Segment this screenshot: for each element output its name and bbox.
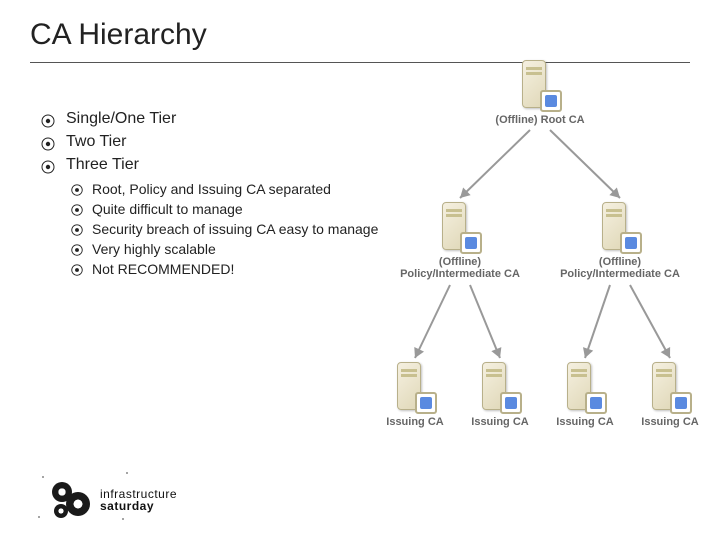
bullet-icon xyxy=(70,203,84,217)
list-item-label: Security breach of issuing CA easy to ma… xyxy=(92,221,378,237)
list-item-label: Very highly scalable xyxy=(92,241,216,257)
list-item-label: Quite difficult to manage xyxy=(92,201,243,217)
bullet-icon xyxy=(40,113,56,129)
bullet-icon xyxy=(70,243,84,257)
logo-line2: saturday xyxy=(100,500,177,512)
diagram-node-pol2: (Offline)Policy/Intermediate CA xyxy=(580,200,660,280)
server-icon xyxy=(438,200,482,254)
diagram-node-iss3: Issuing CA xyxy=(545,360,625,428)
bullet-icon xyxy=(40,136,56,152)
list-item-label: Single/One Tier xyxy=(66,110,176,128)
list-item-label: Not RECOMMENDED! xyxy=(92,261,234,277)
list-item: Single/One Tier xyxy=(40,110,380,129)
page-title: CA Hierarchy xyxy=(30,18,207,52)
node-label: Issuing CA xyxy=(556,416,613,428)
list-item: Not RECOMMENDED! xyxy=(70,261,380,277)
server-icon xyxy=(563,360,607,414)
main-list: Single/One Tier Two Tier Three Tier Root… xyxy=(40,110,380,281)
logo-text: infrastructure saturday xyxy=(100,488,177,512)
list-item-label: Root, Policy and Issuing CA separated xyxy=(92,181,331,197)
server-icon xyxy=(478,360,522,414)
list-item: Quite difficult to manage xyxy=(70,201,380,217)
bullet-icon xyxy=(70,183,84,197)
bullet-icon xyxy=(40,159,56,175)
diagram-node-pol1: (Offline)Policy/Intermediate CA xyxy=(420,200,500,280)
list-item-label: Three Tier xyxy=(66,156,139,174)
server-icon xyxy=(393,360,437,414)
server-icon xyxy=(518,58,562,112)
list-item: Security breach of issuing CA easy to ma… xyxy=(70,221,380,237)
node-label: Issuing CA xyxy=(471,416,528,428)
bullet-icon xyxy=(70,223,84,237)
node-label: Issuing CA xyxy=(641,416,698,428)
server-icon xyxy=(648,360,692,414)
list-item: Root, Policy and Issuing CA separated xyxy=(70,181,380,197)
node-label: (Offline)Policy/Intermediate CA xyxy=(560,256,680,280)
server-icon xyxy=(598,200,642,254)
list-item: Two Tier xyxy=(40,133,380,152)
list-item-label: Two Tier xyxy=(66,133,126,151)
ca-hierarchy-diagram: (Offline) Root CA (Offline)Policy/Interme… xyxy=(370,50,710,480)
gears-icon xyxy=(52,482,96,518)
diagram-node-root: (Offline) Root CA xyxy=(500,58,580,126)
footer-logo: infrastructure saturday xyxy=(52,482,177,518)
list-item: Three Tier xyxy=(40,156,380,175)
node-label: Issuing CA xyxy=(386,416,443,428)
node-label: (Offline) Root CA xyxy=(495,114,584,126)
diagram-node-iss4: Issuing CA xyxy=(630,360,710,428)
diagram-node-iss1: Issuing CA xyxy=(375,360,455,428)
bullet-icon xyxy=(70,263,84,277)
diagram-node-iss2: Issuing CA xyxy=(460,360,540,428)
list-item: Very highly scalable xyxy=(70,241,380,257)
node-label: (Offline)Policy/Intermediate CA xyxy=(400,256,520,280)
sub-list: Root, Policy and Issuing CA separated Qu… xyxy=(70,181,380,277)
